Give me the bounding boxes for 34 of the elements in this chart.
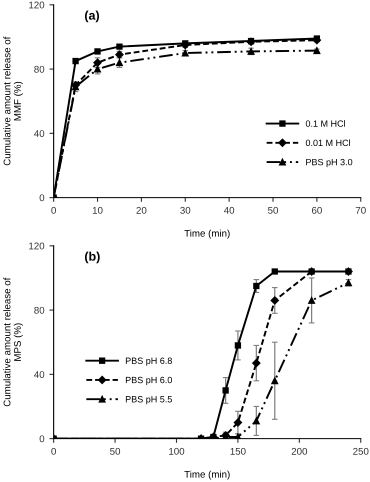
y-tick-label: 80 <box>34 306 44 314</box>
x-tick-label: 20 <box>136 206 146 214</box>
x-tick-label: 250 <box>353 448 368 455</box>
legend-label: PBS pH 5.5 <box>126 396 172 404</box>
y-tick-label: 40 <box>34 130 44 137</box>
x-tick-label: 0 <box>51 206 56 214</box>
y-axis-title: Cumulative amount release of MPS (%) <box>3 278 23 406</box>
x-tick-label: 30 <box>180 206 190 214</box>
legend-label: PBS pH 6.0 <box>126 376 172 385</box>
x-tick-label: 150 <box>230 448 246 455</box>
x-tick-label: 50 <box>110 448 120 455</box>
x-tick-label: 10 <box>92 206 103 214</box>
x-tick-label: 50 <box>268 206 278 214</box>
legend-label: 0.01 M HCl <box>306 139 350 146</box>
x-tick-label: 100 <box>169 448 184 455</box>
chart-title: (b) <box>84 252 100 264</box>
y-tick-label: 80 <box>34 66 44 73</box>
y-axis-title: Cumulative amount release of MMF (%) <box>3 36 23 166</box>
y-tick-label: 40 <box>34 371 44 378</box>
y-tick-label: 0 <box>40 194 44 202</box>
y-tick-label: 120 <box>29 2 44 8</box>
x-tick-label: 60 <box>312 206 322 214</box>
x-axis-title: Time (min) <box>184 470 230 480</box>
chart-title: (a) <box>84 10 100 22</box>
legend-label: PBS pH 3.0 <box>306 158 352 168</box>
y-tick-label: 120 <box>29 242 44 250</box>
x-tick-label: 200 <box>292 448 308 455</box>
x-tick-label: 70 <box>356 206 366 214</box>
x-tick-label: 0 <box>51 448 56 455</box>
x-axis-title: Time (min) <box>184 230 230 239</box>
legend-label: 0.1 M HCl <box>306 120 345 127</box>
legend-label: PBS pH 6.8 <box>126 358 172 366</box>
y-tick-label: 0 <box>40 435 44 442</box>
x-tick-label: 40 <box>224 206 234 214</box>
